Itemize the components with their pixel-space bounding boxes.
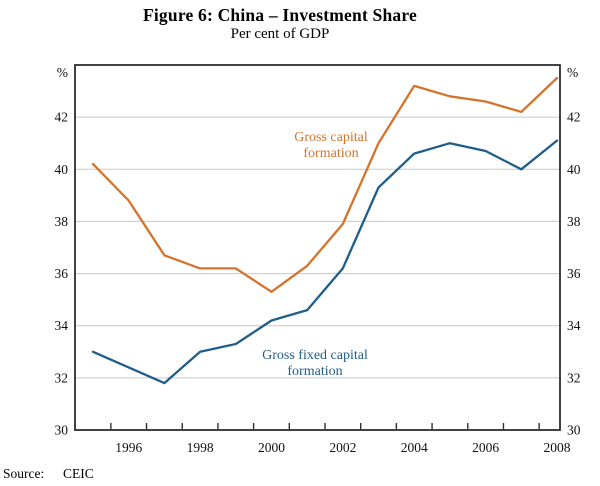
y-axis-label-right: 32	[567, 370, 581, 385]
series-label-gross-fixed-capital-formation: Gross fixed capital formation	[262, 348, 368, 379]
y-axis-label-left: 32	[55, 370, 69, 385]
series-label-gross-capital-formation: Gross capital formation	[294, 130, 368, 161]
plot-frame	[74, 64, 561, 431]
y-axis-unit-right: %	[567, 65, 578, 80]
y-axis-label-right: 36	[567, 266, 581, 281]
source-label: Source:	[3, 466, 45, 481]
y-axis-label-right: 40	[567, 162, 581, 177]
y-axis-label-right: 34	[567, 318, 581, 333]
series-line-1	[91, 139, 559, 385]
x-axis-label: 2004	[401, 440, 428, 455]
chart-title: Figure 6: China – Investment Share	[142, 5, 417, 25]
chart-subtitle: Per cent of GDP	[230, 26, 330, 42]
y-axis-label-left: 34	[55, 318, 69, 333]
y-axis-label-right: 38	[567, 214, 581, 229]
y-axis-label-left: 38	[55, 214, 69, 229]
x-axis-label: 2002	[329, 440, 356, 455]
source-value: CEIC	[63, 466, 94, 481]
y-axis-label-left: 36	[55, 266, 69, 281]
x-axis-label: 1998	[187, 440, 214, 455]
series-line-0	[91, 76, 559, 293]
y-axis-label-left: 40	[55, 162, 69, 177]
y-axis-label-right: 30	[567, 423, 581, 438]
y-axis-unit-left: %	[57, 65, 68, 80]
y-axis-label-left: 42	[55, 110, 69, 125]
x-axis-label: 2008	[544, 440, 571, 455]
y-axis-label-left: 30	[55, 423, 69, 438]
x-axis-label: 2006	[472, 440, 499, 455]
y-axis-label-right: 42	[567, 110, 581, 125]
x-axis-label: 1996	[115, 440, 142, 455]
x-axis-label: 2000	[258, 440, 285, 455]
